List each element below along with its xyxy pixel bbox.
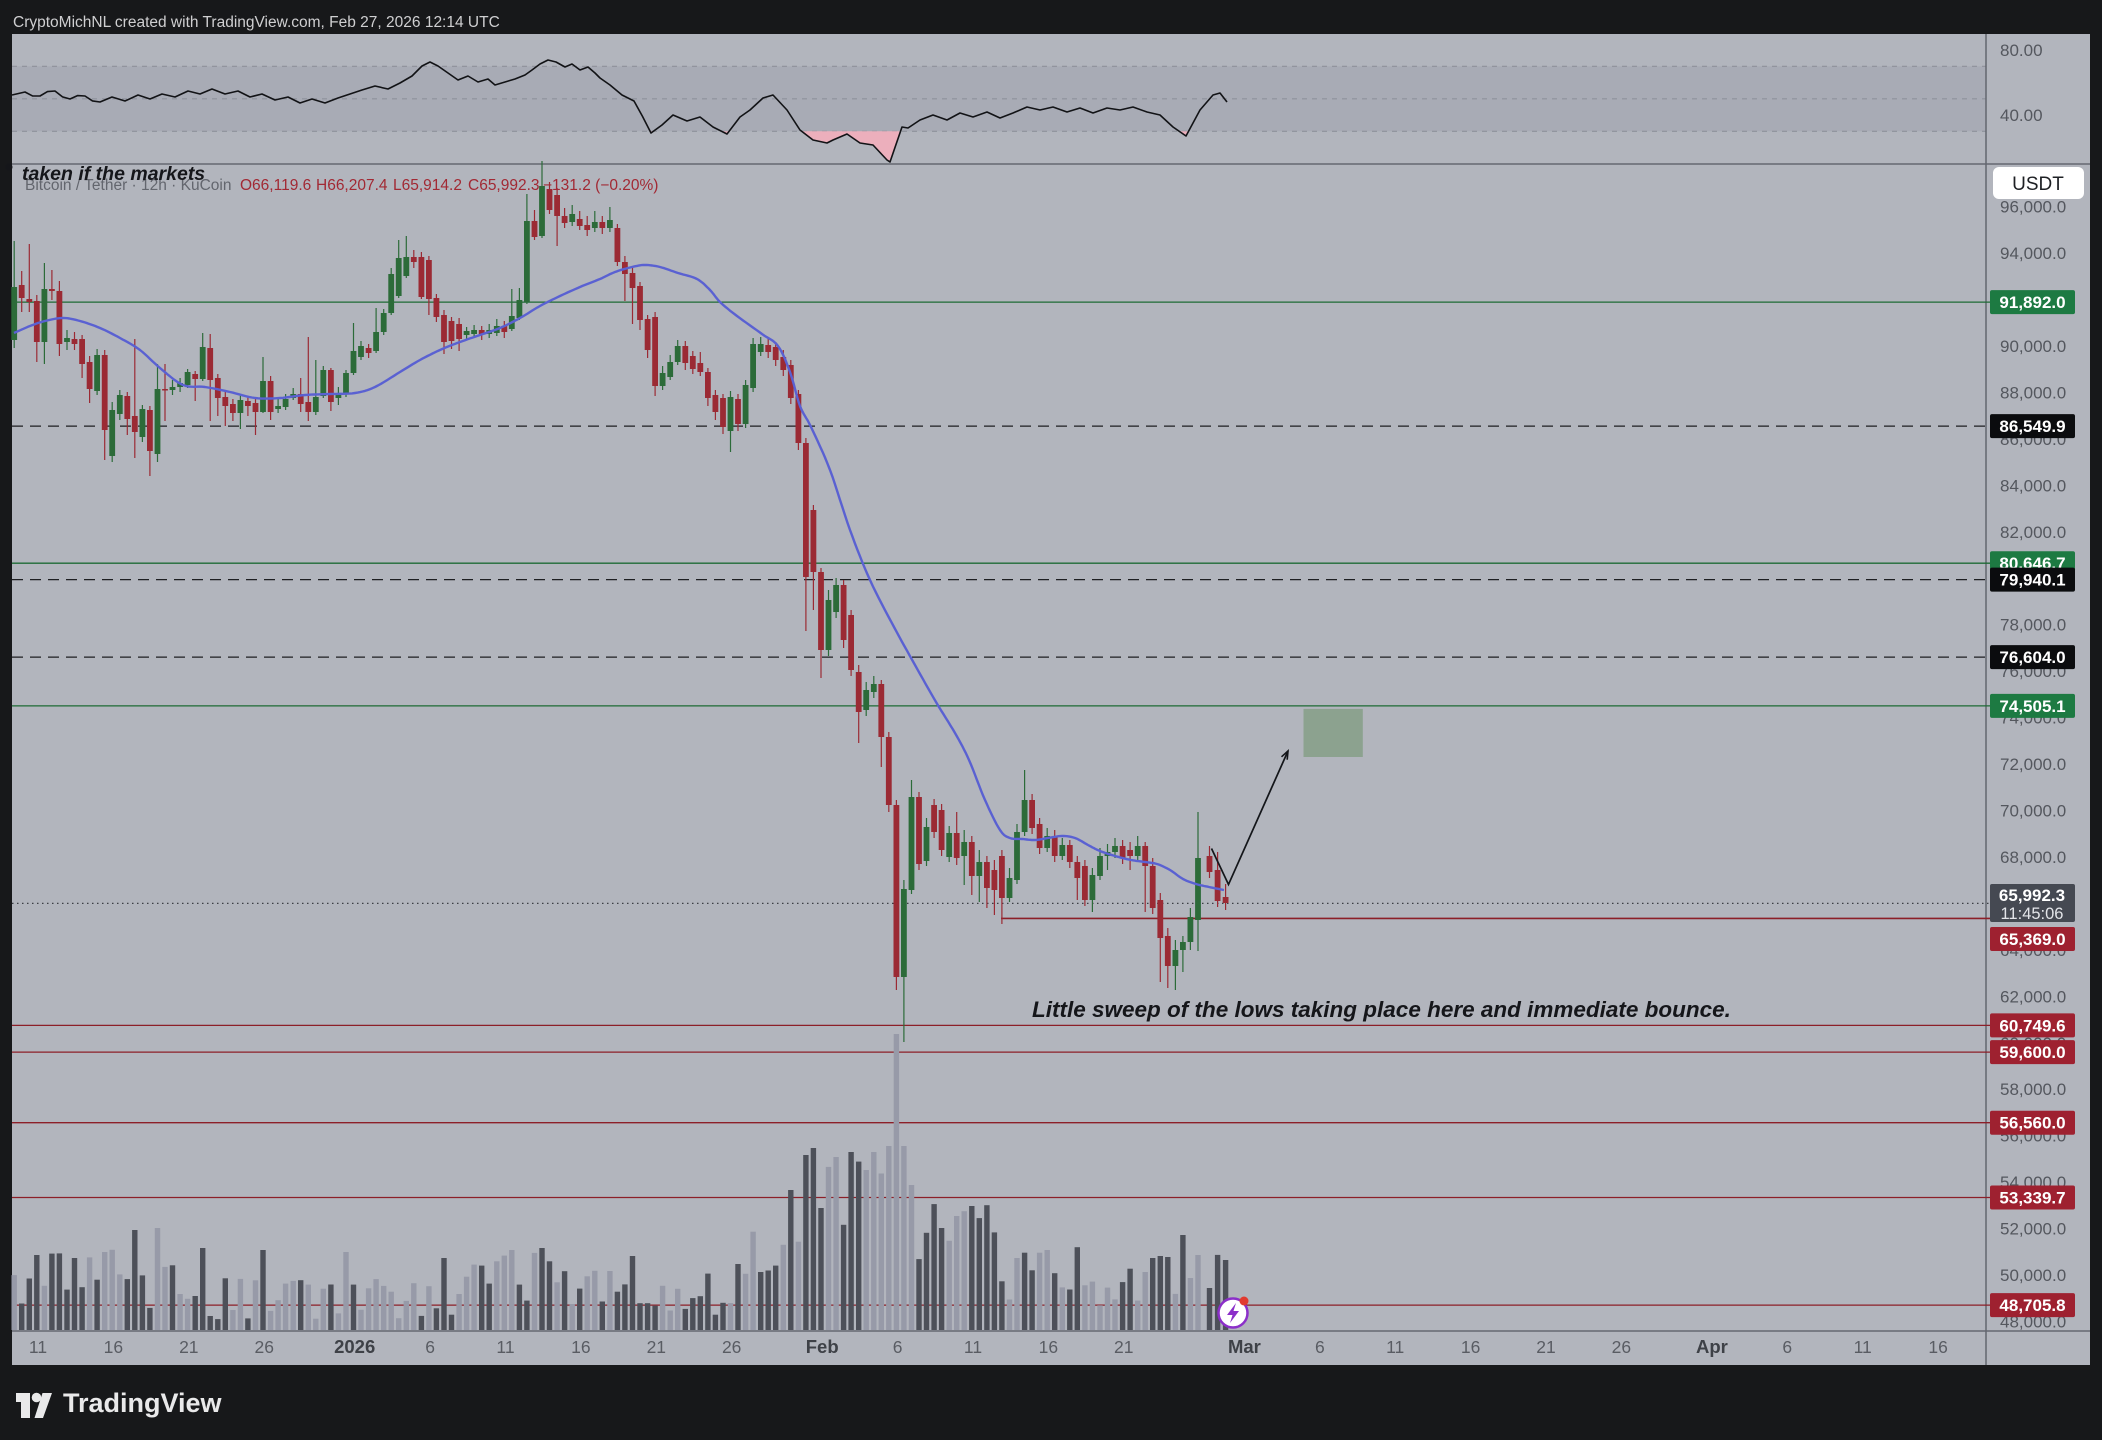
svg-text:74,505.1: 74,505.1 [1999, 697, 2065, 716]
svg-text:26: 26 [722, 1337, 741, 1357]
svg-text:11: 11 [29, 1337, 47, 1357]
svg-text:40.00: 40.00 [2000, 106, 2043, 125]
svg-text:86,549.9: 86,549.9 [1999, 417, 2065, 436]
svg-text:16: 16 [1039, 1337, 1058, 1357]
svg-text:11: 11 [496, 1337, 514, 1357]
svg-text:11: 11 [1854, 1337, 1872, 1357]
svg-text:94,000.0: 94,000.0 [2000, 244, 2066, 263]
svg-text:CryptoMichNL created with Trad: CryptoMichNL created with TradingView.co… [13, 14, 500, 31]
svg-text:52,000.0: 52,000.0 [2000, 1220, 2066, 1239]
svg-text:26: 26 [1612, 1337, 1631, 1357]
svg-text:6: 6 [425, 1337, 435, 1357]
svg-text:26: 26 [254, 1337, 273, 1357]
svg-text:Bitcoin / Tether · 12h · KuCoi: Bitcoin / Tether · 12h · KuCoin [25, 177, 232, 194]
svg-text:11:45:06: 11:45:06 [2000, 905, 2063, 923]
svg-text:2026: 2026 [334, 1336, 375, 1357]
svg-text:72,000.0: 72,000.0 [2000, 755, 2066, 774]
svg-text:6: 6 [893, 1337, 903, 1357]
svg-text:TradingView: TradingView [63, 1388, 223, 1418]
svg-text:65,369.0: 65,369.0 [1999, 930, 2065, 949]
svg-text:68,000.0: 68,000.0 [2000, 848, 2066, 867]
svg-text:21: 21 [179, 1337, 198, 1357]
svg-text:H66,207.4: H66,207.4 [316, 177, 388, 194]
svg-text:48,000.0: 48,000.0 [2000, 1313, 2066, 1332]
svg-text:16: 16 [1928, 1337, 1947, 1357]
svg-text:65,992.3: 65,992.3 [1999, 886, 2065, 905]
svg-text:82,000.0: 82,000.0 [2000, 523, 2066, 542]
svg-text:16: 16 [104, 1337, 123, 1357]
svg-text:−131.2 (−0.20%): −131.2 (−0.20%) [543, 177, 658, 194]
svg-text:21: 21 [1114, 1337, 1133, 1357]
svg-text:76,604.0: 76,604.0 [1999, 648, 2065, 667]
svg-text:16: 16 [1461, 1337, 1480, 1357]
svg-text:70,000.0: 70,000.0 [2000, 802, 2066, 821]
svg-text:48,705.8: 48,705.8 [1999, 1296, 2065, 1315]
svg-text:56,560.0: 56,560.0 [1999, 1114, 2065, 1133]
svg-text:80.00: 80.00 [2000, 41, 2043, 60]
svg-text:Apr: Apr [1696, 1336, 1728, 1357]
svg-text:62,000.0: 62,000.0 [2000, 987, 2066, 1006]
svg-text:C65,992.3: C65,992.3 [468, 177, 540, 194]
svg-text:taken if the markets: taken if the markets [22, 163, 205, 185]
svg-text:6: 6 [1315, 1337, 1325, 1357]
svg-text:53,339.7: 53,339.7 [1999, 1189, 2065, 1208]
svg-text:79,940.1: 79,940.1 [1999, 571, 2065, 590]
svg-text:78,000.0: 78,000.0 [2000, 616, 2066, 635]
svg-text:O66,119.6: O66,119.6 [240, 177, 311, 194]
svg-text:50,000.0: 50,000.0 [2000, 1266, 2066, 1285]
svg-text:6: 6 [1782, 1337, 1792, 1357]
svg-text:96,000.0: 96,000.0 [2000, 198, 2066, 217]
svg-text:91,892.0: 91,892.0 [1999, 293, 2065, 312]
svg-text:84,000.0: 84,000.0 [2000, 476, 2066, 495]
svg-text:90,000.0: 90,000.0 [2000, 337, 2066, 356]
svg-text:59,600.0: 59,600.0 [1999, 1043, 2065, 1062]
svg-text:16: 16 [571, 1337, 590, 1357]
svg-text:11: 11 [1386, 1337, 1404, 1357]
svg-text:Mar: Mar [1228, 1336, 1261, 1357]
svg-text:11: 11 [964, 1337, 982, 1357]
svg-text:60,749.6: 60,749.6 [1999, 1016, 2065, 1035]
svg-text:L65,914.2: L65,914.2 [393, 177, 462, 194]
svg-text:58,000.0: 58,000.0 [2000, 1080, 2066, 1099]
svg-text:USDT: USDT [2012, 174, 2064, 195]
svg-text:Little sweep of the lows takin: Little sweep of the lows taking place he… [1032, 997, 1731, 1022]
svg-text:21: 21 [647, 1337, 666, 1357]
svg-text:21: 21 [1536, 1337, 1555, 1357]
svg-text:Feb: Feb [806, 1336, 839, 1357]
svg-text:88,000.0: 88,000.0 [2000, 384, 2066, 403]
